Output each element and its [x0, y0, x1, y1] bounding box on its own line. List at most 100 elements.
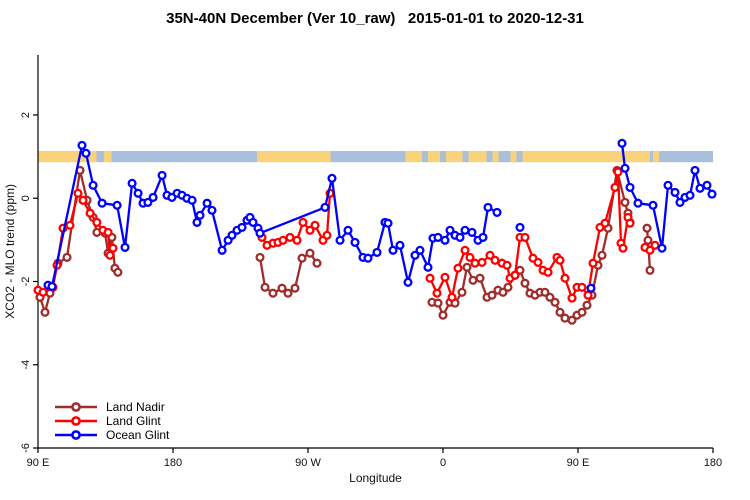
data-point [350, 237, 360, 247]
data-point [447, 292, 457, 302]
data-point [663, 180, 673, 190]
data-point [207, 205, 217, 215]
data-point [320, 202, 330, 212]
data-point [465, 252, 475, 262]
data-point [415, 245, 425, 255]
data-point [555, 255, 565, 265]
data-point [707, 189, 717, 199]
svg-text:-2: -2 [20, 277, 32, 287]
data-point [520, 232, 530, 242]
svg-text:90 E: 90 E [27, 457, 50, 469]
data-point [322, 230, 332, 240]
svg-text:90 E: 90 E [567, 457, 590, 469]
data-point [560, 273, 570, 283]
land-ocean-band [38, 151, 713, 163]
data-point [462, 262, 472, 272]
data-point [202, 198, 212, 208]
data-point [255, 228, 265, 238]
data-point [533, 257, 543, 267]
data-point [543, 267, 553, 277]
y-axis-title: XCO2 - MLO trend (ppm) [3, 184, 17, 319]
ocean-glint-marker-icon [55, 430, 97, 440]
data-point [597, 250, 607, 260]
data-point [403, 277, 413, 287]
data-point [586, 283, 596, 293]
data-point [477, 257, 487, 267]
data-point [260, 282, 270, 292]
y-axis-title-wrap: XCO2 - MLO trend (ppm) [0, 55, 20, 448]
data-point [248, 217, 258, 227]
data-point [540, 287, 550, 297]
data-point [255, 252, 265, 262]
data-point [492, 207, 502, 217]
data-point [440, 235, 450, 245]
data-point [502, 260, 512, 270]
data-point [613, 167, 623, 177]
band-land-segment [653, 151, 659, 163]
data-point [485, 250, 495, 260]
data-point [277, 283, 287, 293]
data-point [645, 245, 655, 255]
data-point [483, 202, 493, 212]
svg-text:0: 0 [440, 457, 446, 469]
data-point [148, 192, 158, 202]
data-point [143, 197, 153, 207]
data-point [618, 243, 628, 253]
data-point [633, 198, 643, 208]
data-point [583, 290, 593, 300]
band-land-segment [38, 151, 97, 163]
data-point [227, 230, 237, 240]
data-point [445, 225, 455, 235]
data-point [363, 253, 373, 263]
data-point [108, 243, 118, 253]
data-point [470, 258, 480, 268]
data-point [625, 182, 635, 192]
band-ocean-segment [111, 151, 257, 163]
data-point [498, 287, 508, 297]
data-point [617, 138, 627, 148]
data-point [438, 310, 448, 320]
data-point [642, 223, 652, 233]
data-point [237, 222, 247, 232]
data-point [62, 252, 72, 262]
legend-label: Land Glint [106, 414, 161, 428]
svg-text:2: 2 [20, 112, 32, 118]
data-point [503, 282, 513, 292]
data-point [192, 217, 202, 227]
data-point [560, 313, 570, 323]
land-nadir-marker-icon [55, 402, 97, 412]
data-point [520, 278, 530, 288]
data-point [433, 298, 443, 308]
data-point [410, 250, 420, 260]
data-point [310, 220, 320, 230]
data-point [187, 195, 197, 205]
data-point [88, 180, 98, 190]
data-point [285, 232, 295, 242]
data-point [577, 282, 587, 292]
data-point [515, 222, 525, 232]
data-point [510, 270, 520, 280]
data-point [460, 225, 470, 235]
data-point [657, 243, 667, 253]
data-point [133, 188, 143, 198]
series-ocean-glint [43, 138, 717, 293]
data-point [675, 197, 685, 207]
data-point [297, 253, 307, 263]
data-point [455, 232, 465, 242]
data-point [582, 300, 592, 310]
band-ocean-segment [486, 151, 523, 163]
data-point [40, 307, 50, 317]
data-point [555, 307, 565, 317]
data-point [343, 225, 353, 235]
data-point [81, 148, 91, 158]
data-point [550, 297, 560, 307]
data-point [567, 315, 577, 325]
data-point [305, 248, 315, 258]
svg-text:0: 0 [20, 195, 32, 201]
data-point [97, 198, 107, 208]
legend-label: Ocean Glint [106, 428, 170, 442]
data-point [73, 188, 83, 198]
x-axis-title: Longitude [349, 471, 402, 485]
data-point [690, 165, 700, 175]
data-point [460, 245, 470, 255]
